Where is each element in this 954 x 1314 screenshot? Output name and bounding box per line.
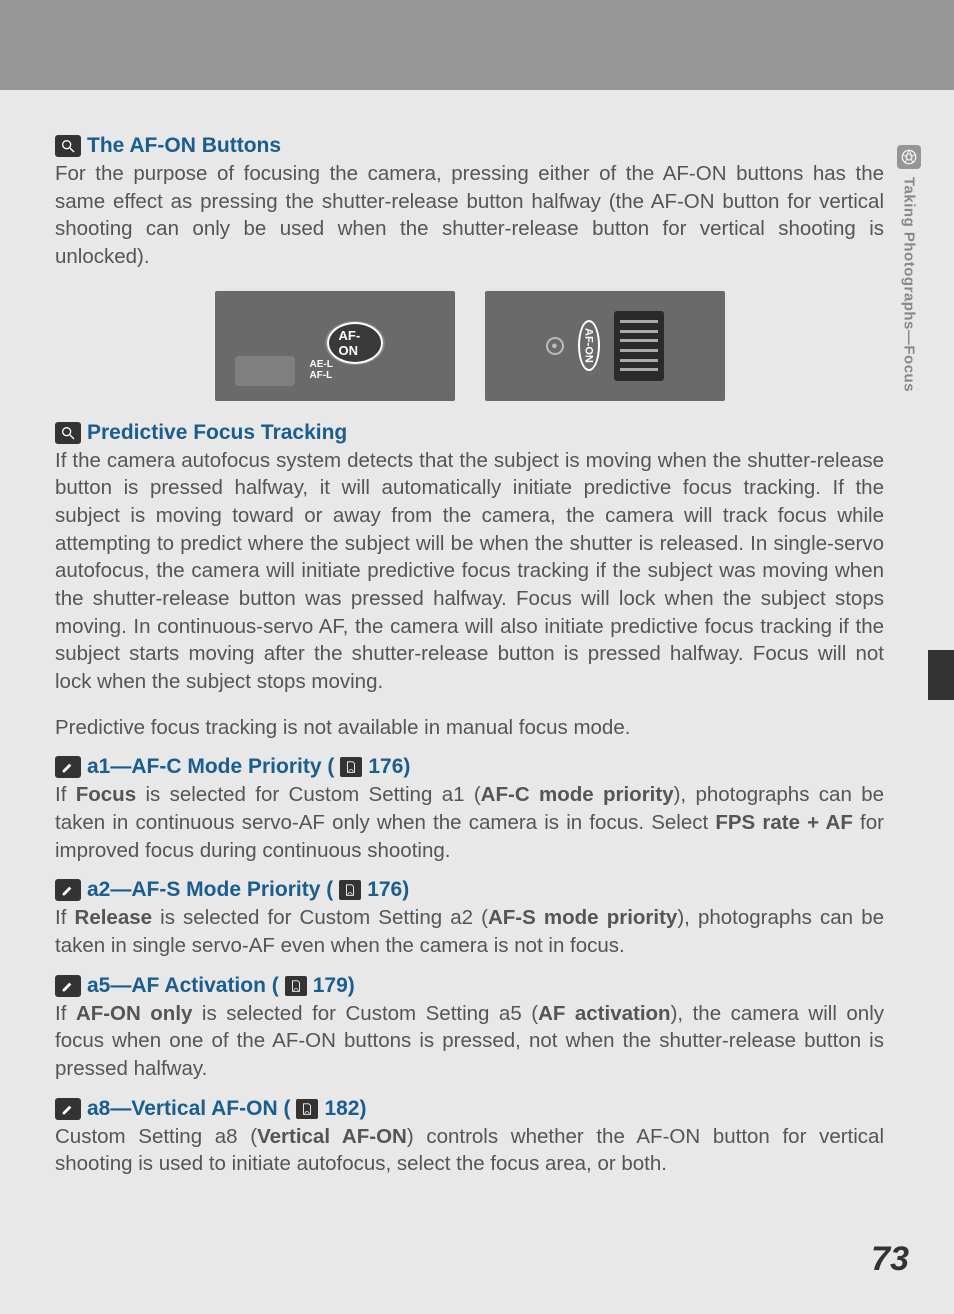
heading-afon-text: The AF-ON Buttons [87, 134, 281, 158]
heading-a2-pre: a2—AF-S Mode Priority ( [87, 878, 333, 902]
a8-body: Custom Setting a8 (Vertical AF-ON) contr… [55, 1123, 884, 1178]
figure-afon-horizontal: AF-ON AE-L AF-L [215, 291, 455, 401]
afl-label: AF-L [310, 370, 333, 381]
heading-a1-pre: a1—AF-C Mode Priority ( [87, 755, 334, 779]
aperture-icon [897, 145, 921, 169]
aperture-svg [900, 148, 918, 166]
figure-afon-vertical: ● AF-ON [485, 291, 725, 401]
heading-a8-pre: a8—Vertical AF-ON ( [87, 1097, 290, 1121]
afon-body: For the purpose of focusing the camera, … [55, 160, 884, 271]
page-number: 73 [871, 1240, 909, 1279]
heading-a8: a8—Vertical AF-ON ( 182) [55, 1097, 884, 1121]
page-ref-icon [285, 976, 307, 996]
pencil-icon [55, 1098, 81, 1120]
a2-body: If Release is selected for Custom Settin… [55, 904, 884, 959]
content-area: The AF-ON Buttons For the purpose of foc… [0, 90, 954, 1178]
a5-body: If AF-ON only is selected for Custom Set… [55, 1000, 884, 1083]
pencil-icon [55, 975, 81, 997]
heading-a1-page: 176) [368, 755, 410, 779]
side-tab-label: Taking Photographs—Focus [901, 177, 918, 392]
predictive-body1: If the camera autofocus system detects t… [55, 447, 884, 696]
side-tab: Taking Photographs—Focus [894, 145, 924, 392]
page-ref-icon [339, 880, 361, 900]
heading-a1: a1—AF-C Mode Priority ( 176) [55, 755, 884, 779]
page-ref-icon [296, 1099, 318, 1119]
figure-row: AF-ON AE-L AF-L ● AF-ON [55, 291, 884, 401]
a1-body: If Focus is selected for Custom Setting … [55, 781, 884, 864]
heading-a2-page: 176) [367, 878, 409, 902]
predictive-body2: Predictive focus tracking is not availab… [55, 714, 884, 742]
page-edge-marker [928, 650, 954, 700]
heading-a8-page: 182) [324, 1097, 366, 1121]
heading-predictive: Predictive Focus Tracking [55, 421, 884, 445]
magnifier-icon [55, 135, 81, 157]
afon-button-label: AF-ON [327, 322, 383, 364]
page: Taking Photographs—Focus The AF-ON Butto… [0, 0, 954, 1314]
pencil-icon [55, 879, 81, 901]
heading-a5-page: 179) [313, 974, 355, 998]
page-ref-icon [340, 757, 362, 777]
heading-a2: a2—AF-S Mode Priority ( 176) [55, 878, 884, 902]
pencil-icon [55, 756, 81, 778]
header-band [0, 0, 954, 90]
magnifier-icon [55, 422, 81, 444]
heading-a5: a5—AF Activation ( 179) [55, 974, 884, 998]
ael-label: AE-L [310, 359, 333, 370]
heading-predictive-text: Predictive Focus Tracking [87, 421, 347, 445]
afon-vertical-label: AF-ON [578, 320, 600, 371]
heading-a5-pre: a5—AF Activation ( [87, 974, 279, 998]
heading-afon: The AF-ON Buttons [55, 134, 884, 158]
